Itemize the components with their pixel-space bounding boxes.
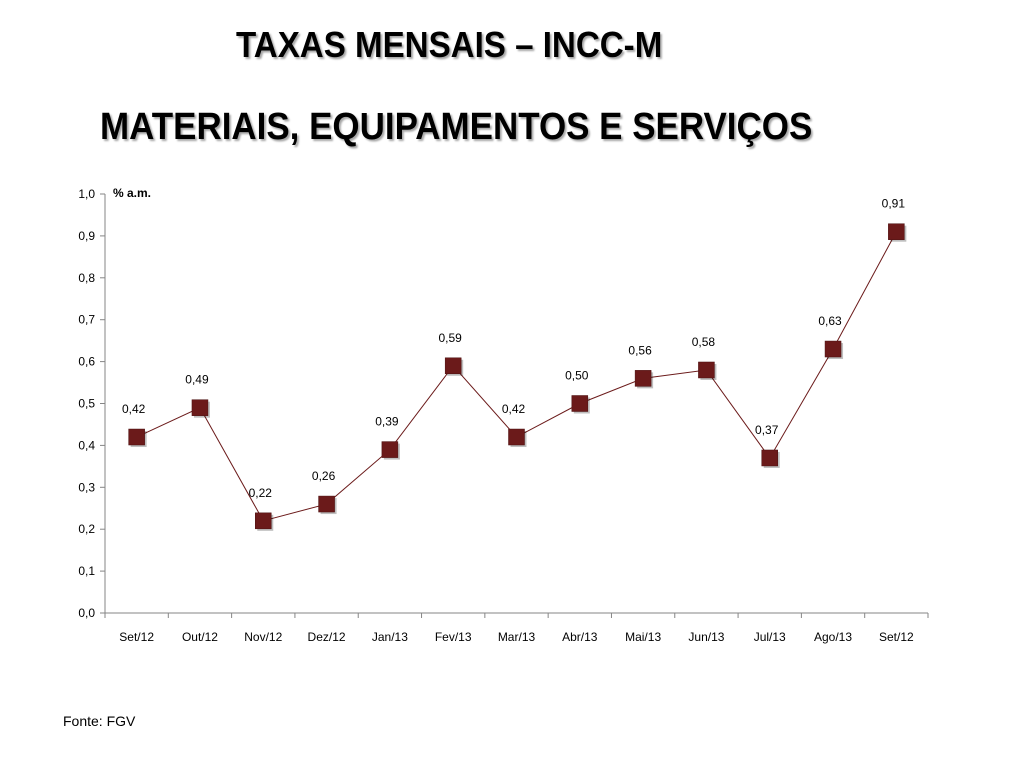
data-point bbox=[191, 399, 209, 416]
series-line bbox=[136, 231, 897, 522]
x-tick-label: Jun/13 bbox=[688, 630, 724, 644]
data-point bbox=[761, 449, 778, 467]
y-tick-label: 0,0 bbox=[78, 606, 95, 620]
y-axis-unit-label: % a.m. bbox=[113, 186, 151, 200]
x-tick-label: Mai/13 bbox=[625, 630, 661, 644]
x-tick-label: Abr/13 bbox=[562, 630, 598, 644]
data-label: 0,42 bbox=[122, 402, 146, 416]
data-point bbox=[508, 428, 525, 446]
series-polyline bbox=[136, 231, 897, 522]
x-tick-label: Dez/12 bbox=[308, 630, 346, 644]
page-title: TAXAS MENSAIS – INCC-M bbox=[236, 24, 663, 65]
data-label: 0,26 bbox=[312, 469, 336, 483]
data-label: 0,63 bbox=[818, 314, 842, 328]
y-tick-label: 0,8 bbox=[78, 271, 95, 285]
x-tick-label: Jan/13 bbox=[372, 630, 408, 644]
data-point bbox=[634, 370, 652, 387]
data-label: 0,49 bbox=[185, 373, 209, 387]
data-label: 0,56 bbox=[628, 343, 652, 357]
series-markers bbox=[128, 223, 907, 531]
data-point bbox=[381, 441, 399, 458]
x-tick-label: Nov/12 bbox=[244, 630, 282, 644]
source-note: Fonte: FGV bbox=[63, 713, 136, 729]
x-tick-label: Ago/13 bbox=[814, 630, 852, 644]
data-point bbox=[128, 428, 145, 446]
data-point bbox=[888, 223, 905, 240]
data-label: 0,39 bbox=[375, 415, 399, 429]
x-tick-label: Fev/13 bbox=[435, 630, 472, 644]
data-label: 0,22 bbox=[249, 486, 273, 500]
y-tick-label: 0,3 bbox=[78, 480, 95, 494]
data-label: 0,58 bbox=[692, 335, 716, 349]
data-point bbox=[444, 357, 462, 375]
data-label: 0,59 bbox=[439, 331, 463, 345]
x-tick-label: Jul/13 bbox=[754, 630, 786, 644]
x-tick-label: Out/12 bbox=[182, 630, 218, 644]
x-axis-ticks: Set/12 Out/12 Nov/12 Dez/12 Jan/13 Fev/13 Mar/… bbox=[104, 613, 929, 644]
y-tick-label: 0,9 bbox=[78, 229, 95, 243]
data-label: 0,37 bbox=[755, 423, 779, 437]
data-point bbox=[571, 395, 589, 412]
y-tick-label: 0,6 bbox=[78, 355, 95, 369]
data-label: 0,91 bbox=[882, 197, 906, 211]
data-point bbox=[698, 361, 715, 379]
data-label: 0,50 bbox=[565, 369, 589, 383]
x-tick-label: Set/12 bbox=[879, 630, 914, 644]
data-label: 0,42 bbox=[502, 402, 526, 416]
y-tick-label: 0,7 bbox=[78, 313, 95, 327]
y-tick-label: 1,0 bbox=[78, 187, 95, 201]
y-axis-ticks: 0,0 0,1 0,2 0,3 0,4 0,5 0,6 0,7 0,8 0,9 1,0 bbox=[78, 187, 105, 620]
data-point bbox=[318, 495, 335, 513]
data-point bbox=[824, 340, 842, 358]
data-point bbox=[255, 512, 272, 530]
page-subtitle: MATERIAIS, EQUIPAMENTOS E SERVIÇOS bbox=[100, 106, 813, 148]
x-tick-label: Mar/13 bbox=[498, 630, 536, 644]
y-tick-label: 0,4 bbox=[78, 438, 95, 452]
x-tick-label: Set/12 bbox=[119, 630, 154, 644]
y-tick-label: 0,1 bbox=[78, 564, 95, 578]
y-tick-label: 0,2 bbox=[78, 522, 95, 536]
y-tick-label: 0,5 bbox=[78, 397, 95, 411]
data-labels: 0,42 0,49 0,22 0,26 0,39 0,59 0,42 0,50 0,56 0,58… bbox=[122, 197, 905, 500]
